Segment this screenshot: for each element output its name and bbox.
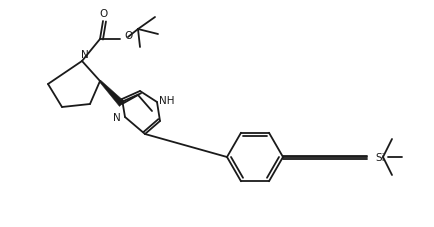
Text: O: O: [124, 31, 132, 41]
Polygon shape: [99, 81, 125, 107]
Text: N: N: [81, 50, 89, 60]
Text: Si: Si: [375, 152, 385, 162]
Text: NH: NH: [159, 96, 175, 106]
Text: O: O: [99, 9, 107, 19]
Text: N: N: [113, 113, 121, 122]
